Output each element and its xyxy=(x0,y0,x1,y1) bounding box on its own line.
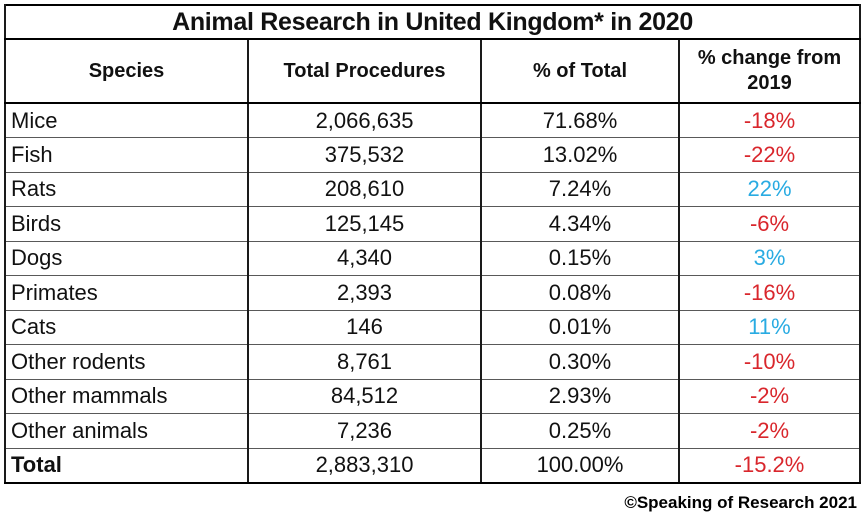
table-body: Mice 2,066,635 71.68% -18% Fish 375,532 13.02%… xyxy=(4,102,861,484)
table-row: Mice 2,066,635 71.68% -18% xyxy=(4,102,861,138)
table-row: Birds 125,145 4.34% -6% xyxy=(4,206,861,242)
species-cell: Other mammals xyxy=(4,378,249,414)
pct-of-total-cell: 13.02% xyxy=(480,137,680,173)
pct-of-total-cell: 4.34% xyxy=(480,206,680,242)
table-row: Total 2,883,310 100.00% -15.2% xyxy=(4,447,861,484)
pct-of-total-cell: 100.00% xyxy=(480,447,680,484)
total-procedures-cell: 84,512 xyxy=(247,378,482,414)
pct-change-cell: -2% xyxy=(678,378,861,414)
species-cell: Fish xyxy=(4,137,249,173)
species-cell: Rats xyxy=(4,171,249,207)
table-row: Other mammals 84,512 2.93% -2% xyxy=(4,378,861,414)
pct-change-cell: -15.2% xyxy=(678,447,861,484)
column-header-total-procedures: Total Procedures xyxy=(247,38,482,104)
total-procedures-cell: 146 xyxy=(247,309,482,345)
table-row: Dogs 4,340 0.15% 3% xyxy=(4,240,861,276)
table-row: Fish 375,532 13.02% -22% xyxy=(4,137,861,173)
animal-research-table: Animal Research in United Kingdom* in 20… xyxy=(4,4,861,484)
total-procedures-cell: 125,145 xyxy=(247,206,482,242)
table-row: Other animals 7,236 0.25% -2% xyxy=(4,413,861,449)
pct-of-total-cell: 0.15% xyxy=(480,240,680,276)
pct-change-cell: -2% xyxy=(678,413,861,449)
pct-change-cell: 11% xyxy=(678,309,861,345)
table-title: Animal Research in United Kingdom* in 20… xyxy=(4,4,861,40)
pct-of-total-cell: 2.93% xyxy=(480,378,680,414)
pct-change-cell: -18% xyxy=(678,102,861,138)
species-cell: Other animals xyxy=(4,413,249,449)
column-header-species: Species xyxy=(4,38,249,104)
pct-change-cell: -10% xyxy=(678,344,861,380)
species-cell: Other rodents xyxy=(4,344,249,380)
species-cell: Birds xyxy=(4,206,249,242)
table-row: Rats 208,610 7.24% 22% xyxy=(4,171,861,207)
total-procedures-cell: 4,340 xyxy=(247,240,482,276)
species-cell: Primates xyxy=(4,275,249,311)
pct-change-cell: -6% xyxy=(678,206,861,242)
total-procedures-cell: 2,393 xyxy=(247,275,482,311)
table-header-row: Species Total Procedures % of Total % ch… xyxy=(4,38,861,104)
total-procedures-cell: 2,883,310 xyxy=(247,447,482,484)
total-procedures-cell: 2,066,635 xyxy=(247,102,482,138)
pct-of-total-cell: 0.01% xyxy=(480,309,680,345)
total-procedures-cell: 8,761 xyxy=(247,344,482,380)
pct-change-cell: 22% xyxy=(678,171,861,207)
table-title-row: Animal Research in United Kingdom* in 20… xyxy=(4,4,861,40)
copyright-credit: ©Speaking of Research 2021 xyxy=(624,493,857,512)
total-procedures-cell: 208,610 xyxy=(247,171,482,207)
pct-of-total-cell: 0.08% xyxy=(480,275,680,311)
pct-of-total-cell: 0.25% xyxy=(480,413,680,449)
pct-change-cell: 3% xyxy=(678,240,861,276)
pct-of-total-cell: 7.24% xyxy=(480,171,680,207)
table-row: Cats 146 0.01% 11% xyxy=(4,309,861,345)
pct-change-cell: -22% xyxy=(678,137,861,173)
species-cell: Total xyxy=(4,447,249,484)
table-row: Primates 2,393 0.08% -16% xyxy=(4,275,861,311)
total-procedures-cell: 7,236 xyxy=(247,413,482,449)
total-procedures-cell: 375,532 xyxy=(247,137,482,173)
column-header-pct-of-total: % of Total xyxy=(480,38,680,104)
species-cell: Mice xyxy=(4,102,249,138)
species-cell: Dogs xyxy=(4,240,249,276)
pct-of-total-cell: 0.30% xyxy=(480,344,680,380)
table-row: Other rodents 8,761 0.30% -10% xyxy=(4,344,861,380)
pct-change-cell: -16% xyxy=(678,275,861,311)
pct-of-total-cell: 71.68% xyxy=(480,102,680,138)
column-header-pct-change: % change from 2019 xyxy=(678,38,861,104)
species-cell: Cats xyxy=(4,309,249,345)
